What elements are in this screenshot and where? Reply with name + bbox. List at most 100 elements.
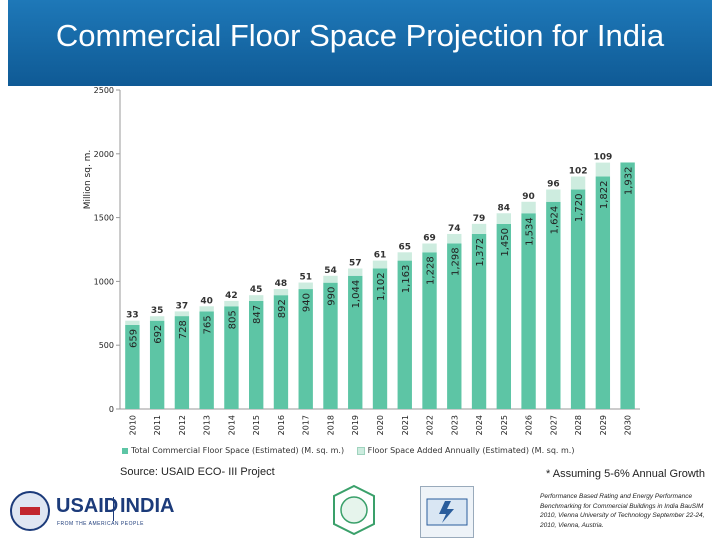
bar-total-2018 [323, 282, 338, 409]
page-title: Commercial Floor Space Projection for In… [55, 18, 665, 53]
data-label-added-2022: 69 [423, 234, 436, 244]
data-label-added-2025: 84 [498, 203, 511, 213]
data-label-total-2011: 692 [153, 325, 164, 344]
data-label-total-2026: 1,534 [525, 217, 536, 246]
title-banner: Commercial Floor Space Projection for In… [8, 0, 712, 86]
bar-total-2028 [570, 189, 586, 409]
usaid-logo-text: USAID [56, 495, 119, 517]
bar-total-2021 [397, 260, 412, 409]
energy-efficiency-logo [420, 486, 474, 538]
bar-added-2012 [174, 311, 190, 317]
bar-added-2028 [570, 176, 586, 190]
x-tick-label-2019: 2019 [351, 415, 360, 435]
logo-divider [113, 497, 114, 521]
x-tick-label-2014: 2014 [227, 415, 236, 435]
bar-total-2020 [372, 268, 388, 409]
data-label-added-2027: 96 [547, 180, 560, 190]
x-tick-label-2030: 2030 [624, 415, 633, 435]
bar-total-2026 [521, 213, 536, 409]
y-tick-label: 1500 [94, 214, 114, 223]
data-label-total-2025: 1,450 [500, 228, 511, 257]
legend-swatch-added [356, 446, 365, 455]
legend-label-added: Floor Space Added Annually (Estimated) (… [367, 446, 575, 455]
bar-added-2018 [323, 275, 338, 283]
data-label-total-2020: 1,102 [376, 272, 387, 301]
x-tick-label-2016: 2016 [277, 415, 286, 435]
data-label-added-2010: 33 [126, 311, 139, 321]
data-label-total-2017: 940 [302, 293, 313, 312]
x-tick-label-2017: 2017 [302, 415, 311, 435]
bar-added-2024 [471, 223, 487, 234]
x-tick-label-2010: 2010 [128, 415, 137, 435]
y-tick-label: 2500 [94, 86, 114, 95]
data-label-added-2017: 51 [299, 273, 312, 283]
usaid-tagline: FROM THE AMERICAN PEOPLE [57, 521, 144, 527]
chart-legend: Total Commercial Floor Space (Estimated)… [122, 446, 584, 455]
x-tick-label-2025: 2025 [500, 415, 509, 435]
data-label-added-2015: 45 [250, 285, 263, 295]
usaid-seal-logo [10, 491, 50, 531]
x-tick-label-2026: 2026 [525, 415, 534, 435]
bar-total-2022 [422, 252, 437, 409]
data-label-total-2024: 1,372 [475, 238, 486, 267]
legend-swatch-total [122, 447, 128, 454]
bar-added-2021 [397, 252, 412, 261]
bar-total-2016 [273, 295, 289, 409]
bar-total-2023 [447, 243, 462, 409]
citation-text: Performance Based Rating and Energy Perf… [540, 493, 705, 529]
bar-added-2023 [447, 233, 462, 244]
data-label-added-2021: 65 [398, 242, 411, 252]
data-label-total-2016: 892 [277, 299, 288, 318]
bar-total-2017 [298, 289, 313, 409]
y-tick-label: 2000 [94, 150, 114, 159]
bar-total-2015 [249, 300, 264, 409]
data-label-added-2029: 109 [593, 153, 612, 163]
data-label-added-2024: 79 [473, 214, 486, 224]
data-label-added-2023: 74 [448, 224, 461, 234]
bar-added-2017 [298, 282, 313, 290]
x-tick-label-2015: 2015 [252, 415, 261, 435]
bar-added-2027 [546, 189, 561, 202]
data-label-added-2020: 61 [374, 251, 387, 261]
bar-total-2027 [546, 201, 561, 409]
x-tick-label-2028: 2028 [574, 415, 583, 435]
india-logo-text: INDIA [120, 495, 175, 517]
bar-total-2010 [125, 324, 140, 409]
data-label-total-2021: 1,163 [401, 265, 412, 294]
bar-added-2011 [149, 316, 165, 321]
growth-footnote: * Assuming 5-6% Annual Growth [546, 468, 705, 480]
bar-added-2029 [595, 162, 611, 177]
data-label-added-2028: 102 [569, 167, 588, 177]
legend-item-added: Floor Space Added Annually (Estimated) (… [356, 446, 575, 455]
data-label-total-2010: 659 [128, 329, 139, 348]
eco-iii-logo [333, 484, 375, 536]
data-label-total-2022: 1,228 [426, 256, 437, 285]
x-tick-label-2013: 2013 [203, 415, 212, 435]
data-label-total-2018: 990 [326, 287, 337, 306]
bar-total-2013 [199, 311, 214, 409]
x-tick-label-2021: 2021 [401, 415, 410, 435]
data-label-added-2019: 57 [349, 259, 362, 269]
y-axis-label: Million sq. m. [83, 150, 93, 210]
bar-total-2024 [471, 233, 487, 409]
bar-added-2014 [224, 300, 239, 307]
bar-total-2019 [348, 275, 363, 409]
bar-added-2010 [125, 320, 140, 325]
y-tick-label: 500 [99, 341, 114, 350]
data-label-total-2015: 847 [252, 305, 263, 324]
legend-label-total: Total Commercial Floor Space (Estimated)… [131, 446, 345, 455]
data-label-total-2023: 1,298 [450, 247, 461, 276]
bar-total-2030 [620, 162, 635, 409]
y-tick-label: 0 [109, 405, 114, 414]
bar-added-2026 [521, 201, 536, 214]
data-label-total-2019: 1,044 [351, 280, 362, 309]
data-label-total-2029: 1,822 [599, 181, 610, 210]
bar-total-2014 [224, 306, 239, 409]
bar-added-2022 [422, 243, 437, 253]
bar-added-2015 [249, 295, 264, 301]
bar-total-2025 [496, 223, 511, 409]
x-tick-label-2020: 2020 [376, 415, 385, 435]
y-tick-label: 1000 [94, 277, 114, 286]
data-label-total-2030: 1,932 [624, 166, 635, 195]
